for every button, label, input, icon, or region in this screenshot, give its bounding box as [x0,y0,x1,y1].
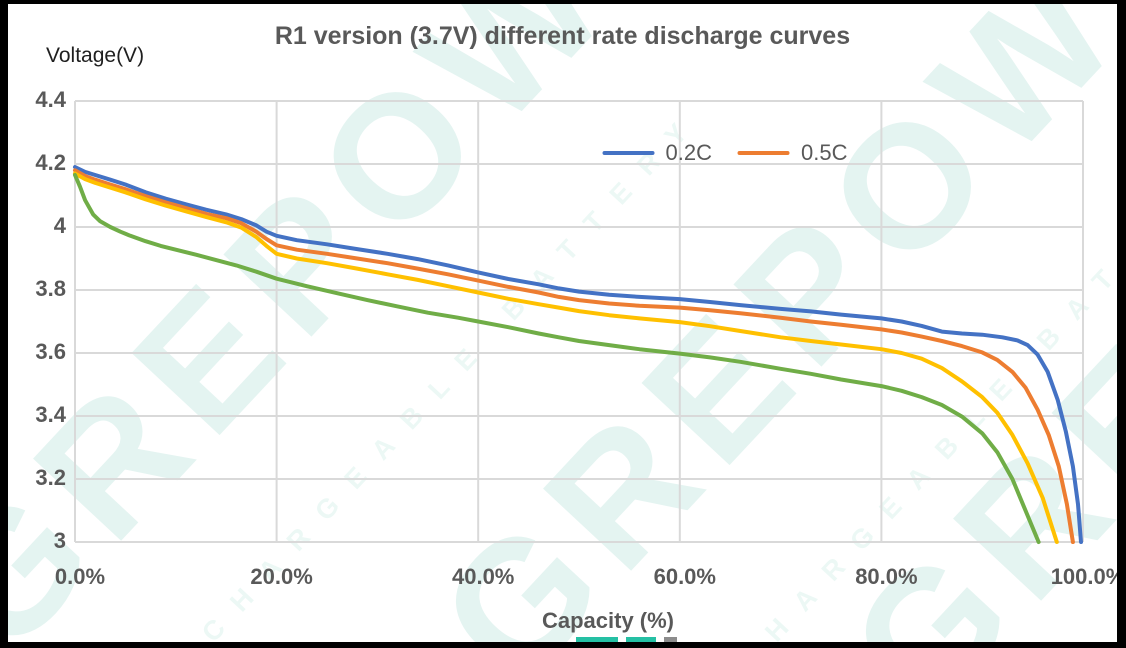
x-tick-label: 0.0% [54,564,106,589]
legend-item-0.5C: 0.5C [738,140,847,166]
x-tick-label: 80.0% [855,564,918,589]
x-tick-label: 20.0% [250,564,313,589]
chart-title: R1 version (3.7V) different rate dischar… [274,22,851,50]
y-tick-label: 3.8 [35,276,66,301]
y-tick-label: 3.4 [35,402,66,427]
y-tick-label: 4.2 [35,150,66,175]
y-tick-label: 3.2 [35,465,66,490]
cutoff-logo-fragment [664,637,677,642]
plot-area [73,100,1084,544]
discharge-curve-series-2 [73,171,1059,544]
y-tick-label: 3.6 [35,339,66,364]
legend-swatch [602,151,655,155]
y-tick-label: 3 [53,528,66,553]
legend-label: 0.5C [801,140,848,165]
x-tick-label: 100.0% [1050,564,1117,589]
discharge-curve-0.5C [73,168,1075,544]
legend-item-0.2C: 0.2C [602,140,712,166]
y-tick-label: 4 [53,213,66,238]
discharge-curve-0.2C [73,165,1083,544]
legend-swatch [738,151,790,155]
discharge-curve-series-3 [73,173,1041,544]
y-tick-label: 4.4 [35,87,66,112]
cutoff-logo-fragment [576,637,618,642]
x-tick-label: 60.0% [653,564,716,589]
cutoff-logo-fragment [626,637,656,642]
x-tick-label: 40.0% [451,564,515,589]
x-axis-title: Capacity (%) [541,608,675,633]
chart-content: GREPOW GREPOW GREPOW RECHARGEABLE BATTERY RE… [8,4,1117,642]
legend-label: 0.2C [665,140,712,165]
y-axis-title: Voltage(V) [46,44,145,67]
cutoff-logo-strip [8,637,1117,642]
legend: 0.2C 0.5C [602,140,847,166]
